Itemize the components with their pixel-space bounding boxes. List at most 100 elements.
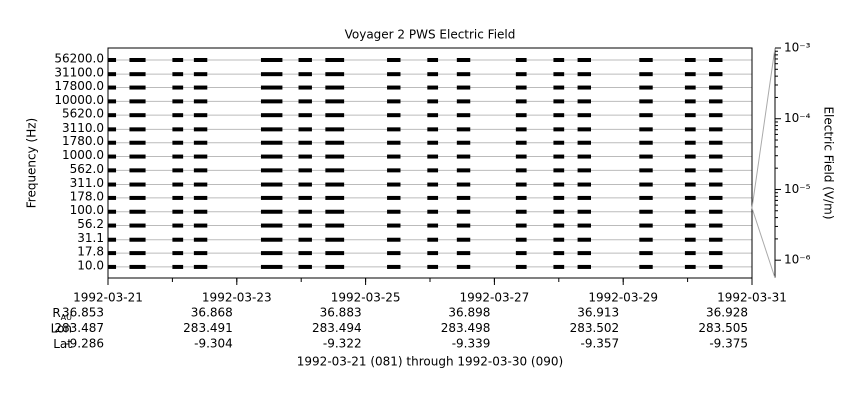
pass-segment	[325, 209, 345, 214]
pass-segment	[298, 182, 312, 187]
pass-segment	[129, 85, 146, 90]
pass-segment	[456, 223, 471, 228]
pass-segment	[709, 209, 723, 214]
pass-segment	[172, 223, 184, 228]
pass-segment	[515, 195, 527, 200]
y-tick-label: 562.0	[70, 162, 104, 176]
pass-segment	[172, 154, 184, 159]
y2-tick-label: 10⁻⁴	[784, 111, 811, 125]
pass-segment	[129, 223, 146, 228]
ephemeris-value: 36.853	[62, 306, 104, 320]
pass-segment	[260, 127, 283, 132]
pass-segment	[553, 85, 565, 90]
pass-segment	[108, 237, 117, 242]
pass-segment	[108, 127, 117, 132]
ephemeris-label-sub: AU	[61, 313, 72, 322]
pass-segment	[387, 140, 401, 145]
pass-segment	[577, 127, 591, 132]
pass-segment	[427, 140, 439, 145]
pass-segment	[639, 264, 653, 269]
pass-segment	[325, 113, 345, 118]
pass-segment	[515, 140, 527, 145]
pass-segment	[108, 264, 117, 269]
ephemeris-label: Lat	[53, 337, 72, 351]
pass-segment	[515, 85, 527, 90]
pass-segment	[684, 127, 696, 132]
footer: 1992-03-21 (081) through 1992-03-30 (090…	[297, 355, 563, 369]
pass-segment	[387, 209, 401, 214]
x-tick-label: 1992-03-23	[202, 291, 272, 305]
pass-segment	[108, 72, 117, 77]
pass-segment	[325, 251, 345, 256]
pass-segment	[260, 168, 283, 173]
pass-segment	[260, 72, 283, 77]
pass-segment	[325, 99, 345, 104]
pass-segment	[427, 182, 439, 187]
pass-segment	[108, 251, 117, 256]
y-tick-label: 100.0	[70, 203, 104, 217]
pass-segment	[108, 154, 117, 159]
ephemeris-value: 283.487	[54, 321, 104, 335]
ephemeris-value: 36.913	[577, 306, 619, 320]
pass-segment	[456, 140, 471, 145]
pass-segment	[260, 113, 283, 118]
pass-segment	[193, 113, 208, 118]
pass-segment	[298, 127, 312, 132]
ephemeris-label: RAU	[52, 306, 72, 322]
pass-segment	[515, 264, 527, 269]
pass-segment	[172, 113, 184, 118]
pass-segment	[193, 195, 208, 200]
pass-segment	[456, 57, 471, 62]
pass-segment	[260, 154, 283, 159]
pass-segment	[639, 237, 653, 242]
pass-segment	[639, 209, 653, 214]
pass-segment	[129, 72, 146, 77]
pass-segment	[260, 85, 283, 90]
y-tick-label: 56.2	[77, 217, 104, 231]
ephemeris-label-text: Lon	[51, 321, 72, 335]
pass-segment	[172, 209, 184, 214]
pass-segment	[108, 113, 117, 118]
pass-segment	[129, 182, 146, 187]
pass-segment	[684, 223, 696, 228]
pass-segment	[129, 127, 146, 132]
ephemeris-value: 283.498	[441, 321, 491, 335]
pass-segment	[684, 72, 696, 77]
pass-segment	[456, 85, 471, 90]
ephemeris-value: 283.505	[698, 321, 748, 335]
pass-segment	[553, 113, 565, 118]
pass-segment	[709, 113, 723, 118]
pass-segment	[577, 85, 591, 90]
pass-segment	[298, 237, 312, 242]
pass-segment	[325, 264, 345, 269]
pass-segment	[709, 223, 723, 228]
pass-segment	[260, 140, 283, 145]
pass-segment	[193, 85, 208, 90]
pass-segment	[456, 264, 471, 269]
pass-segment	[577, 168, 591, 173]
pass-segment	[684, 57, 696, 62]
pass-segment	[193, 140, 208, 145]
y-tick-label: 56200.0	[54, 51, 104, 65]
pass-segment	[387, 85, 401, 90]
pass-segment	[553, 195, 565, 200]
pass-segment	[129, 113, 146, 118]
pass-segment	[193, 72, 208, 77]
pass-segment	[515, 223, 527, 228]
x-tick-label: 1992-03-25	[331, 291, 401, 305]
pass-segment	[639, 57, 653, 62]
pass-segment	[193, 264, 208, 269]
pass-segment	[577, 182, 591, 187]
x-tick-label: 1992-03-21	[73, 291, 143, 305]
ephemeris-value: 283.491	[183, 321, 233, 335]
pass-segment	[387, 72, 401, 77]
pass-segment	[298, 154, 312, 159]
pass-segment	[325, 57, 345, 62]
ephemeris-value: 283.502	[570, 321, 620, 335]
y-tick-label: 31.1	[77, 231, 104, 245]
y-tick-label: 1780.0	[62, 134, 104, 148]
pass-segment	[709, 57, 723, 62]
pass-segment	[427, 72, 439, 77]
pass-segment	[129, 57, 146, 62]
pass-segment	[639, 182, 653, 187]
